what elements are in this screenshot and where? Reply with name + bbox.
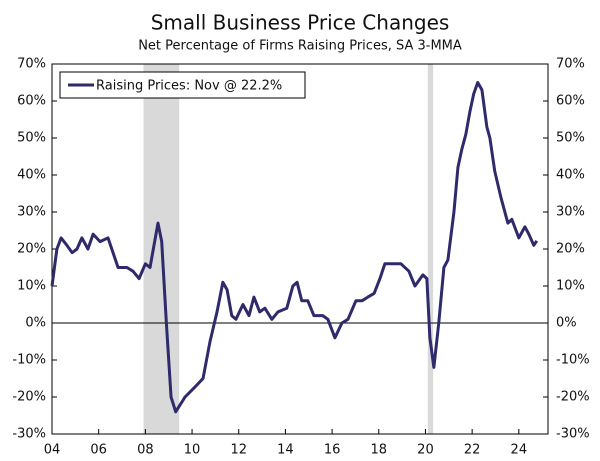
plot-frame: [51, 63, 549, 435]
y2-tick-label: 10%: [556, 279, 585, 294]
y2-tick-label: 70%: [556, 57, 585, 72]
y2-tick-label: 20%: [556, 242, 585, 257]
x-tick-label: 10: [184, 443, 201, 458]
y-tick-label: 20%: [17, 242, 46, 257]
y2-tick-label: 30%: [556, 205, 585, 220]
y-tick-label: -10%: [12, 353, 46, 368]
y2-tick-label: 60%: [556, 94, 585, 109]
x-tick-label: 08: [137, 443, 154, 458]
y-tick-label: 10%: [17, 279, 46, 294]
y2-tick-label: 50%: [556, 131, 585, 146]
legend-label: Raising Prices: Nov @ 22.2%: [96, 79, 282, 94]
y2-tick-label: -30%: [556, 427, 590, 442]
y2-tick-label: -10%: [556, 353, 590, 368]
y2-tick-label: 40%: [556, 168, 585, 183]
y2-tick-label: 0%: [556, 316, 577, 331]
x-tick-label: 20: [417, 443, 434, 458]
y-tick-label: 70%: [17, 57, 46, 72]
y-tick-label: 40%: [17, 168, 46, 183]
y-tick-label: 30%: [17, 205, 46, 220]
x-tick-label: 06: [90, 443, 107, 458]
y-tick-label: -30%: [12, 427, 46, 442]
x-tick-label: 16: [324, 443, 341, 458]
x-tick-label: 14: [277, 443, 294, 458]
series-line: [50, 81, 539, 414]
chart-subtitle: Net Percentage of Firms Raising Prices, …: [138, 39, 462, 54]
y2-tick-label: -20%: [556, 390, 590, 405]
legend-box: [59, 71, 306, 99]
y-tick-label: -20%: [12, 390, 46, 405]
x-tick-label: 24: [511, 443, 528, 458]
y-tick-label: 0%: [25, 316, 46, 331]
x-tick-label: 22: [464, 443, 481, 458]
y-tick-label: 60%: [17, 94, 46, 109]
y-tick-label: 50%: [17, 131, 46, 146]
x-tick-label: 04: [44, 443, 61, 458]
chart-title: Small Business Price Changes: [151, 11, 450, 35]
recession-shade: [427, 64, 434, 434]
x-tick-label: 12: [230, 443, 247, 458]
x-tick-label: 18: [371, 443, 388, 458]
